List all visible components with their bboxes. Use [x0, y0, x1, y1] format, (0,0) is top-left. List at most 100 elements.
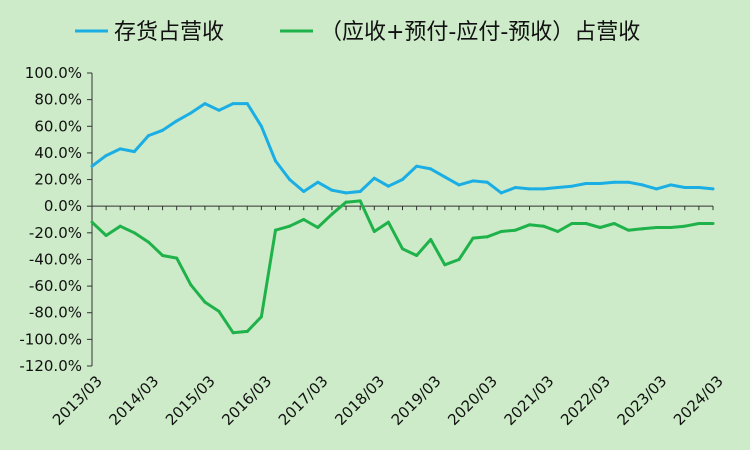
- series-1-point: [358, 199, 362, 203]
- series-1-point: [132, 231, 136, 235]
- series-0-point: [669, 183, 673, 187]
- legend-item-working-capital: （应收+预付-应付-预收）占营收: [280, 20, 640, 45]
- series-1-point: [697, 221, 701, 225]
- series-1-point: [429, 237, 433, 241]
- series-0-point: [161, 128, 165, 132]
- series-0-point: [189, 111, 193, 115]
- series-1-point: [175, 256, 179, 260]
- y-tick-label: -80.0%: [29, 304, 82, 322]
- series-1-point: [655, 225, 659, 229]
- series-1-point: [471, 236, 475, 240]
- y-axis: 100.0% 80.0% 60.0% 40.0% 20.0% 0.0% -20.0% -40.…: [19, 64, 93, 375]
- series-0-point: [132, 150, 136, 154]
- series-0-point: [598, 182, 602, 186]
- series-1-point: [217, 309, 221, 313]
- series-1-point: [146, 240, 150, 244]
- y-tick-label: 80.0%: [34, 91, 82, 109]
- series-0-point: [273, 159, 277, 163]
- y-tick-label: -40.0%: [29, 250, 82, 268]
- series-0-point: [528, 187, 532, 191]
- series-1-point: [711, 221, 715, 225]
- series-1-point: [288, 224, 292, 228]
- series-0-point: [386, 184, 390, 188]
- series-0-point: [344, 191, 348, 195]
- series-1-point: [415, 253, 419, 257]
- series-1-point: [372, 229, 376, 233]
- series-0-point: [683, 186, 687, 190]
- series-1-point: [386, 220, 390, 224]
- legend-item-inventory: 存货占营收: [75, 20, 224, 45]
- series-0-point: [457, 183, 461, 187]
- series-1-point: [401, 247, 404, 251]
- series-0-point: [429, 167, 433, 171]
- y-tick-label: -60.0%: [29, 277, 82, 295]
- series-0-point: [358, 190, 362, 194]
- series-1-point: [316, 225, 320, 229]
- series-layer: [90, 102, 715, 335]
- series-1-point: [570, 221, 574, 225]
- series-1-point: [683, 224, 687, 228]
- series-0-point: [640, 183, 644, 187]
- series-0-point: [471, 179, 475, 183]
- series-1-point: [302, 218, 306, 221]
- series-1-point: [669, 225, 673, 229]
- series-1-point: [90, 220, 94, 224]
- series-0-point: [443, 175, 447, 179]
- series-0-point: [542, 187, 546, 191]
- series-1-point: [499, 229, 503, 233]
- y-tick-label: -20.0%: [29, 224, 82, 242]
- series-0-point: [711, 187, 715, 191]
- series-0-point: [330, 188, 334, 192]
- series-0-point: [245, 102, 249, 106]
- series-1-point: [457, 257, 461, 261]
- series-0-point: [217, 108, 221, 112]
- y-tick-label: 60.0%: [34, 117, 82, 135]
- y-tick-label: -120.0%: [19, 357, 82, 375]
- series-0-point: [90, 164, 94, 168]
- legend: 存货占营收 （应收+预付-应付-预收）占营收: [75, 20, 640, 45]
- y-tick-label: 20.0%: [34, 171, 82, 189]
- series-0-point: [259, 124, 263, 128]
- series-1-point: [118, 224, 122, 228]
- legend-label-working-capital: （应收+预付-应付-预收）占营收: [320, 20, 640, 45]
- series-0-point: [288, 178, 292, 182]
- series-1-point: [330, 212, 334, 216]
- series-0-point: [175, 119, 179, 123]
- series-0-point: [118, 147, 122, 151]
- series-0-point: [697, 186, 701, 190]
- series-0-point: [316, 180, 320, 184]
- series-1-point: [344, 200, 348, 204]
- series-0-point: [146, 134, 150, 138]
- series-0-point: [302, 190, 306, 194]
- series-1-point: [104, 233, 108, 237]
- series-0-point: [584, 182, 588, 186]
- y-tick-label: -100.0%: [19, 330, 82, 348]
- series-1-point: [443, 263, 447, 267]
- series-1-point: [259, 315, 263, 319]
- series-1-point: [485, 235, 489, 239]
- series-0-point: [655, 187, 659, 191]
- legend-label-inventory: 存货占营收: [114, 20, 224, 45]
- series-1-point: [598, 225, 602, 229]
- series-1-point: [203, 300, 207, 304]
- series-1-point: [161, 253, 165, 257]
- series-0-point: [612, 180, 616, 184]
- series-0-point: [513, 186, 517, 190]
- series-1-point: [513, 228, 517, 232]
- series-1-point: [626, 228, 630, 232]
- series-1-point: [612, 221, 616, 225]
- series-0-point: [570, 184, 574, 188]
- y-tick-label: 0.0%: [44, 197, 82, 215]
- series-0-point: [485, 180, 489, 184]
- series-1-point: [245, 329, 249, 333]
- series-1-point: [189, 283, 193, 287]
- series-0-point: [372, 176, 376, 180]
- series-1-point: [584, 221, 588, 225]
- series-0-point: [556, 186, 560, 190]
- y-tick-label: 100.0%: [25, 64, 82, 82]
- series-0-point: [415, 164, 419, 168]
- series-1-point: [556, 229, 560, 233]
- series-1-point: [231, 331, 235, 335]
